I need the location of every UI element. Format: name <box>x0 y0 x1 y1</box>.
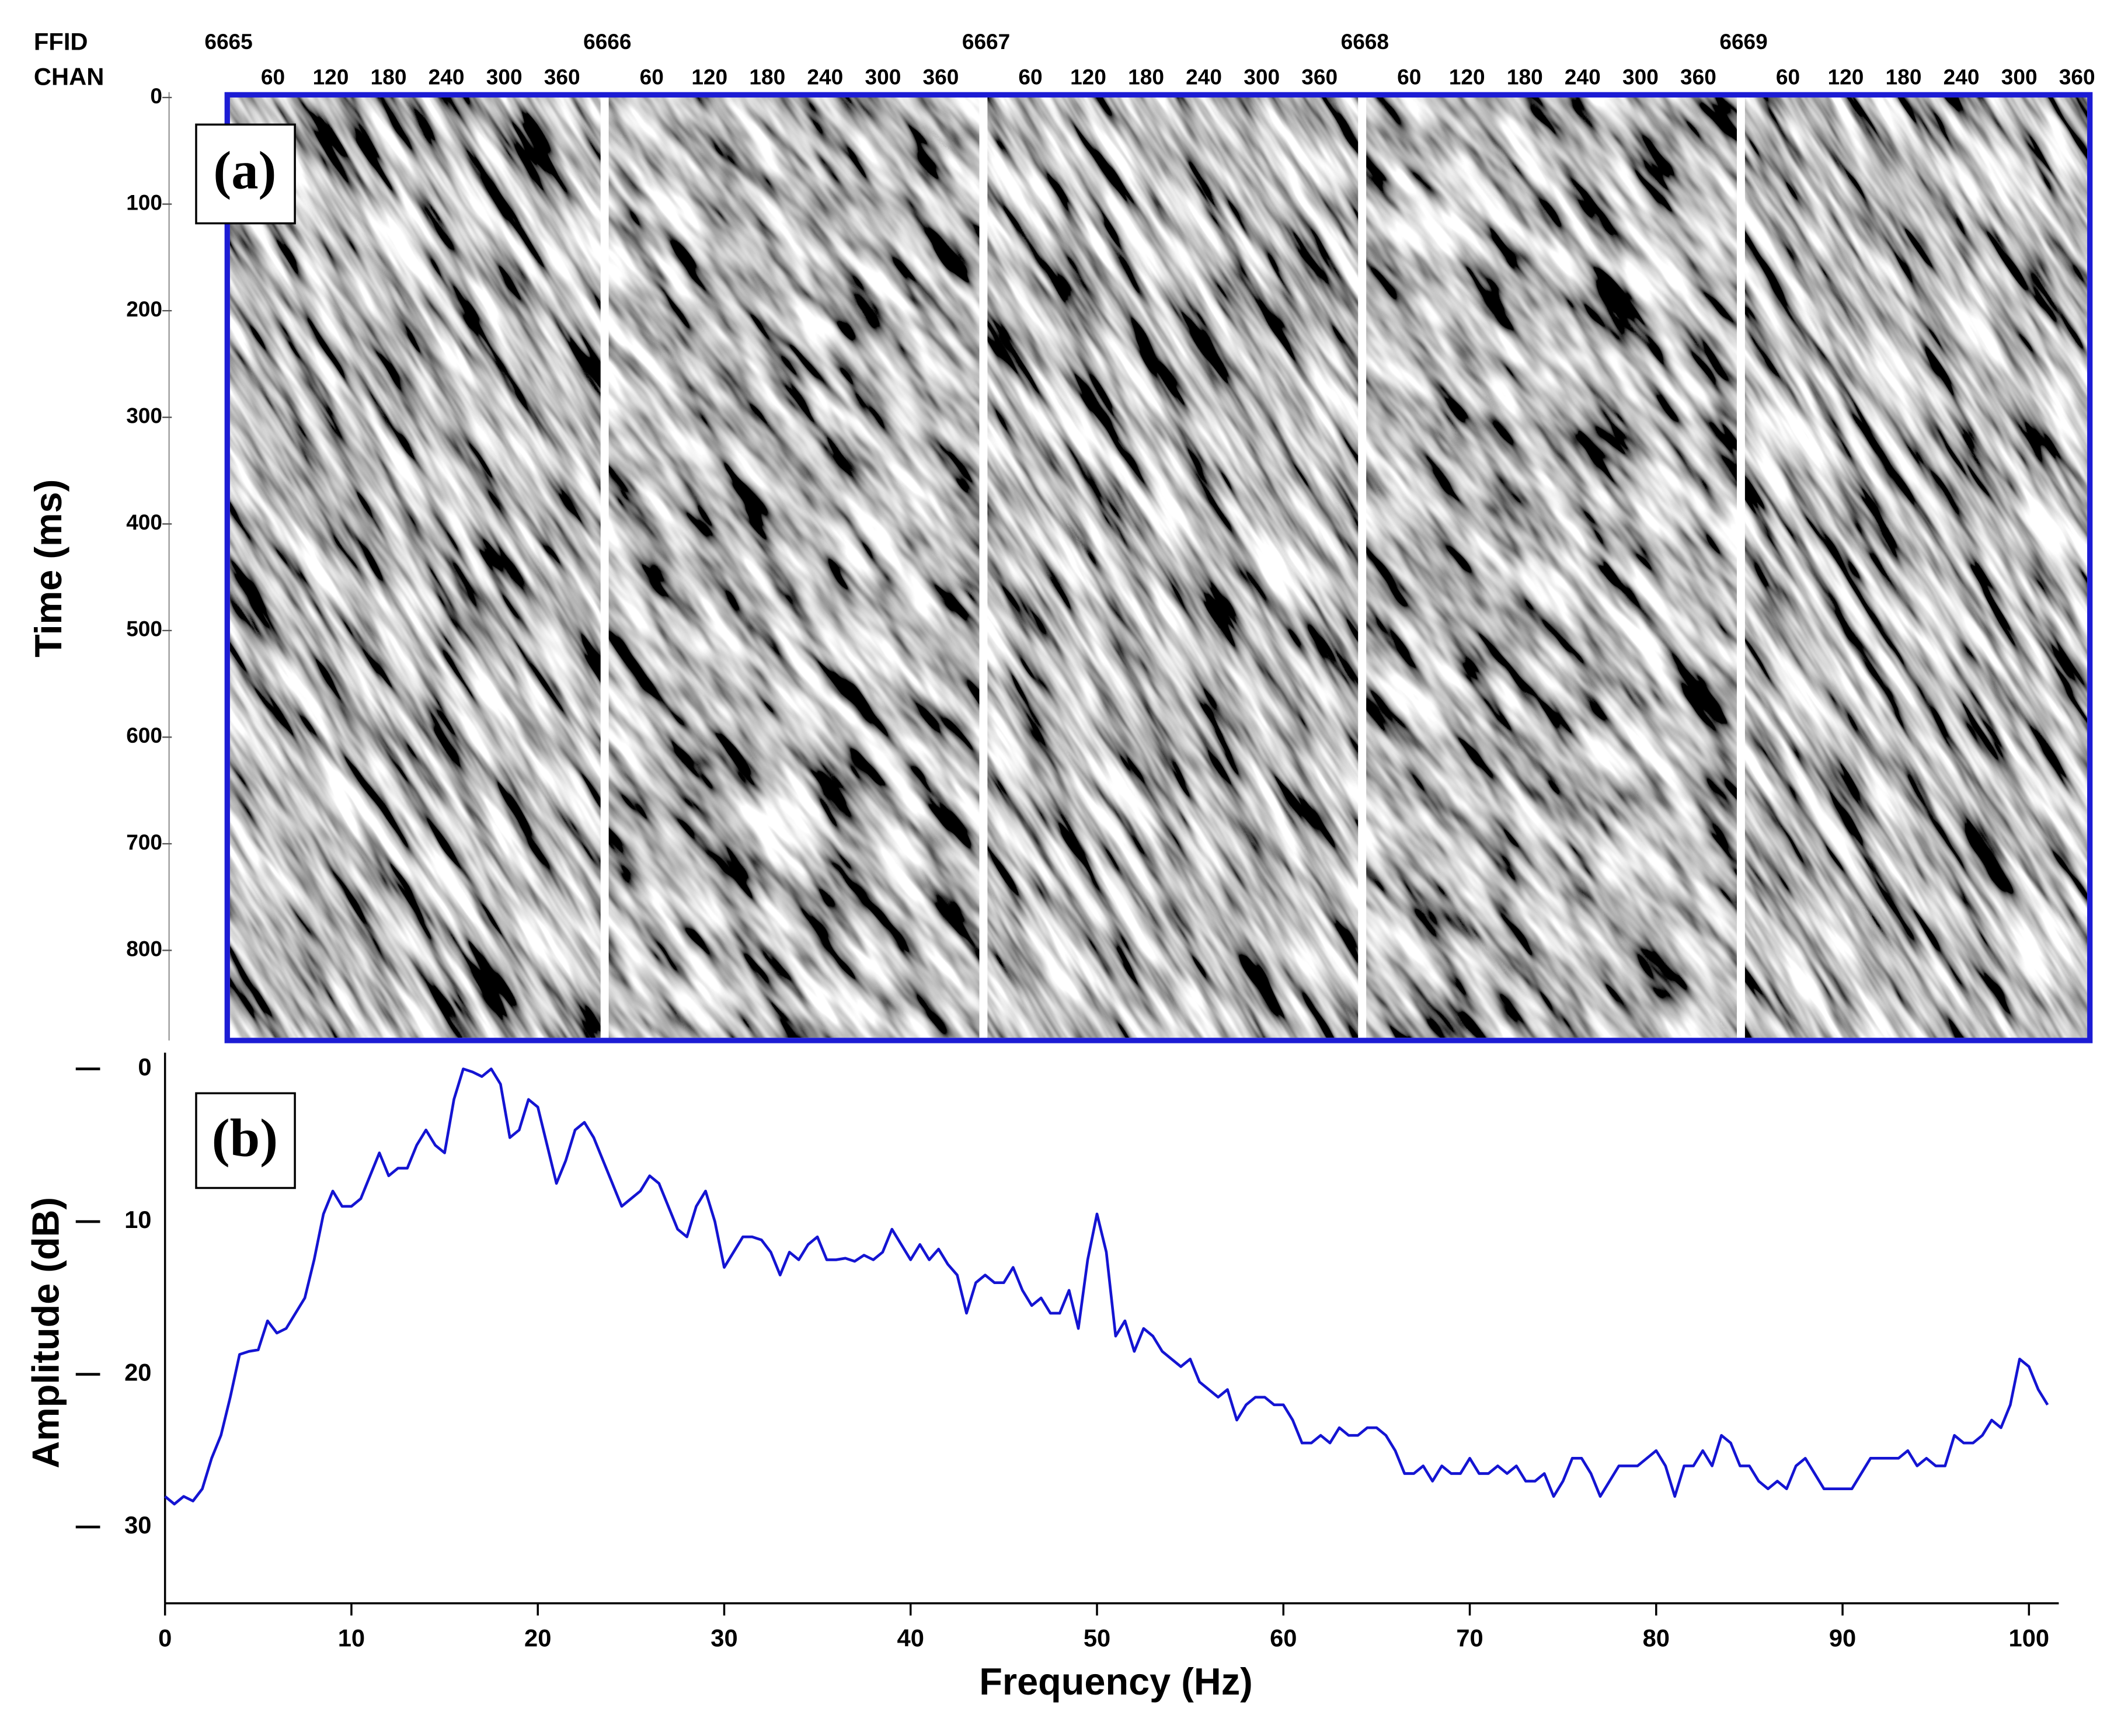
chan-tick-label: 180 <box>1128 64 1164 89</box>
x-tick-label: 100 <box>2009 1624 2050 1651</box>
gather-image <box>1744 97 2088 1038</box>
chan-tick-label: 180 <box>749 64 785 89</box>
panel-border <box>224 92 2093 1043</box>
y-tick-label: 400 <box>126 510 162 534</box>
chan-tick-label: 60 <box>1397 64 1421 89</box>
chan-tick-label: 300 <box>486 64 523 89</box>
panel-label: (b) <box>212 1108 278 1168</box>
chan-tick-label: 60 <box>1018 64 1042 89</box>
seismic-gather <box>987 97 1359 1038</box>
chan-tick-label: 120 <box>1070 64 1106 89</box>
chan-tick-label: 300 <box>1244 64 1280 89</box>
x-tick-label: 60 <box>1270 1624 1297 1651</box>
gather-image <box>987 97 1359 1038</box>
chan-tick-label: 300 <box>865 64 901 89</box>
ffid-label: 6666 <box>583 29 631 54</box>
gather-texture <box>229 97 601 1038</box>
gather-image <box>608 97 980 1038</box>
chan-tick-label: 120 <box>1828 64 1864 89</box>
ffid-label: 6667 <box>962 29 1010 54</box>
gather-texture <box>1744 97 2088 1038</box>
chan-tick-label: 360 <box>2059 64 2095 89</box>
spectrum-line <box>164 1067 2049 1506</box>
chan-tick-label: 360 <box>923 64 959 89</box>
chan-row-label: CHAN <box>34 63 104 91</box>
ffid-row-label: FFID <box>34 27 88 55</box>
chan-tick-label: 60 <box>261 64 285 89</box>
x-tick-label: 80 <box>1643 1624 1670 1651</box>
amplitude-axis-label: Amplitude (dB) <box>25 1197 67 1469</box>
seismic-gather <box>1744 97 2088 1038</box>
chan-tick-label: 60 <box>1776 64 1800 89</box>
y-tick-label: 0 <box>150 84 162 108</box>
gather-image <box>229 97 601 1038</box>
ffid-label: 6668 <box>1341 29 1389 54</box>
chan-tick-label: 360 <box>544 64 580 89</box>
chan-tick-label: 240 <box>1565 64 1601 89</box>
panel-label-box <box>195 1092 296 1189</box>
y-tick-label: 20 <box>124 1359 151 1386</box>
y-tick-label: 300 <box>126 403 162 428</box>
frequency-axis-label: Frequency (Hz) <box>979 1660 1253 1703</box>
gather-image <box>1366 97 1737 1038</box>
y-tick-label: 10 <box>124 1206 151 1233</box>
seismic-gather <box>229 97 601 1038</box>
chan-tick-label: 240 <box>429 64 465 89</box>
y-tick-label: 100 <box>126 190 162 214</box>
seismic-gather <box>1366 97 1737 1038</box>
chan-tick-label: 180 <box>1886 64 1922 89</box>
chan-tick-label: 120 <box>1449 64 1485 89</box>
y-tick-label: 600 <box>126 723 162 747</box>
chan-tick-label: 360 <box>1301 64 1338 89</box>
chan-tick-label: 60 <box>640 64 664 89</box>
x-tick-label: 90 <box>1829 1624 1856 1651</box>
chan-tick-label: 180 <box>371 64 407 89</box>
ffid-label: 6665 <box>204 29 252 54</box>
x-tick-label: 0 <box>158 1624 172 1651</box>
x-tick-label: 70 <box>1456 1624 1483 1651</box>
x-tick-label: 20 <box>524 1624 551 1651</box>
gather-texture <box>608 97 980 1038</box>
y-tick-label: 500 <box>126 617 162 641</box>
panel-label-box <box>195 123 296 225</box>
gather-texture <box>987 97 1359 1038</box>
chan-tick-label: 240 <box>1944 64 1980 89</box>
y-tick-label: 0 <box>138 1053 151 1081</box>
chan-tick-label: 120 <box>313 64 349 89</box>
y-tick-label: 800 <box>126 936 162 961</box>
x-tick-label: 30 <box>711 1624 737 1651</box>
ffid-label: 6669 <box>1719 29 1767 54</box>
x-tick-label: 50 <box>1084 1624 1110 1651</box>
chan-tick-label: 300 <box>2001 64 2038 89</box>
chan-tick-label: 300 <box>1622 64 1659 89</box>
chan-tick-label: 240 <box>1186 64 1222 89</box>
seismic-gather <box>608 97 980 1038</box>
chan-tick-label: 240 <box>807 64 843 89</box>
panel-label: (a) <box>213 141 276 201</box>
spectrum-panel: 0 10 20 30 0 10 20 30 40 50 60 70 80 90 100 <box>75 1052 2059 1651</box>
x-tick-label: 40 <box>897 1624 924 1651</box>
chan-tick-label: 120 <box>691 64 727 89</box>
gather-texture <box>1366 97 1737 1038</box>
chan-tick-label: 180 <box>1507 64 1543 89</box>
chan-tick-label: 360 <box>1680 64 1716 89</box>
y-tick-label: 200 <box>126 297 162 321</box>
x-tick-label: 10 <box>338 1624 365 1651</box>
y-tick-label: 700 <box>126 830 162 854</box>
y-tick-label: 30 <box>124 1511 151 1539</box>
time-axis-label: Time (ms) <box>27 479 69 657</box>
